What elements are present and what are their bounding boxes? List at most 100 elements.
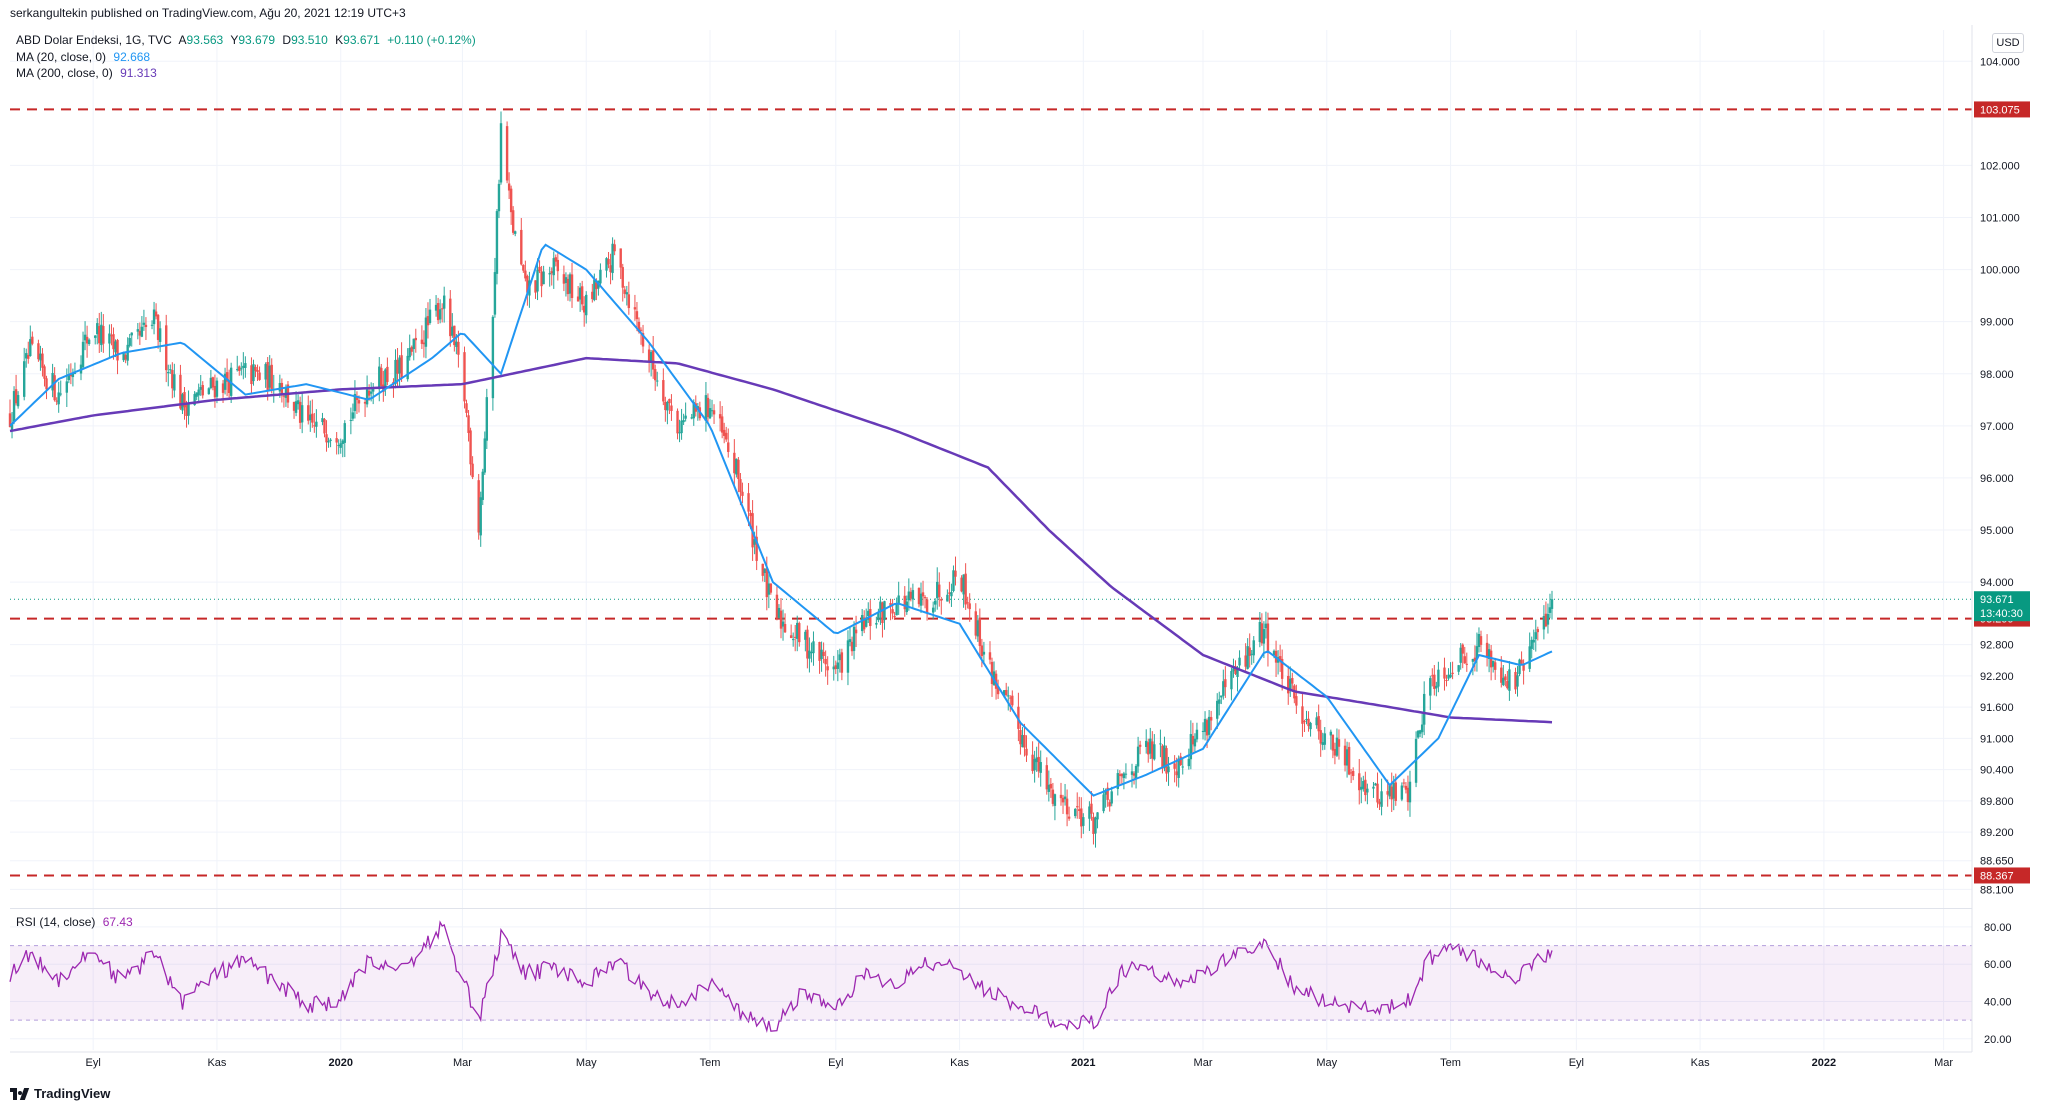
- ma20-label: MA (20, close, 0): [16, 50, 107, 64]
- candle-body: [755, 536, 758, 561]
- candle-body: [568, 274, 572, 294]
- candle-body: [1500, 667, 1503, 683]
- candle-body: [1232, 668, 1235, 672]
- candle-body: [491, 316, 495, 399]
- candle-body: [946, 594, 949, 602]
- candle-body: [195, 392, 198, 397]
- candle-body: [1106, 787, 1109, 800]
- ma200-legend[interactable]: MA (200, close, 0) 91.313: [16, 66, 161, 80]
- candle-body: [499, 123, 503, 183]
- candle-body: [550, 271, 553, 274]
- candle-body: [1392, 782, 1395, 799]
- time-tick-label: May: [1316, 1057, 1337, 1069]
- candle-body: [1394, 782, 1397, 801]
- candle-body: [1376, 783, 1379, 803]
- candle-body: [1463, 656, 1466, 664]
- candle-body: [207, 388, 211, 395]
- candle-body: [1094, 817, 1097, 834]
- candle-body: [1358, 773, 1361, 791]
- candle-body: [511, 210, 515, 233]
- candle-body: [1536, 629, 1540, 633]
- candle-body: [493, 272, 497, 315]
- candle-body: [406, 355, 409, 380]
- candle-body: [966, 602, 969, 604]
- candle-body: [167, 371, 170, 374]
- candle-body: [1224, 679, 1227, 688]
- price-tick-label: 90.400: [1980, 765, 2014, 777]
- candle-body: [112, 334, 115, 350]
- candle-body: [201, 385, 204, 396]
- candle-body: [1465, 663, 1468, 665]
- candle-body: [1110, 791, 1113, 804]
- candle-body: [1349, 772, 1353, 774]
- candle-body: [852, 626, 856, 651]
- candle-body: [209, 377, 213, 389]
- currency-button[interactable]: USD: [1992, 33, 2024, 53]
- candle-body: [1437, 669, 1440, 687]
- candle-body: [25, 353, 28, 359]
- candle-body: [455, 341, 458, 347]
- candle-body: [619, 248, 622, 268]
- candle-body: [818, 642, 821, 661]
- symbol-legend[interactable]: ABD Dolar Endeksi, 1G, TVC A93.563 Y93.6…: [16, 33, 480, 47]
- candle-body: [414, 337, 417, 341]
- ohlc-close: K93.671: [335, 33, 380, 47]
- candle-body: [925, 599, 929, 614]
- candle-body: [73, 373, 77, 375]
- candle-body: [1246, 646, 1249, 669]
- candle-body: [846, 640, 850, 673]
- candle-body: [538, 266, 541, 272]
- candle-body: [769, 583, 773, 593]
- candle-body: [453, 325, 456, 346]
- candle-body: [138, 330, 142, 336]
- candle-body: [371, 387, 375, 392]
- candle-body: [485, 397, 489, 441]
- ma20-legend[interactable]: MA (20, close, 0) 92.668: [16, 50, 154, 64]
- candle-body: [1546, 613, 1550, 625]
- candle-body: [1005, 689, 1008, 696]
- candle-body: [223, 373, 227, 390]
- candle-body: [298, 401, 302, 423]
- candle-body: [923, 597, 927, 599]
- candle-body: [426, 316, 430, 326]
- tradingview-logo[interactable]: TradingView: [10, 1086, 110, 1101]
- candle-body: [763, 569, 766, 574]
- rsi-legend[interactable]: RSI (14, close) 67.43: [16, 915, 137, 929]
- candle-body: [114, 341, 117, 353]
- ma200-line: [9, 356, 1553, 724]
- price-tick-label: 101.000: [1980, 213, 2020, 225]
- candle-body: [727, 442, 730, 452]
- candle-body: [150, 324, 154, 326]
- candle-body: [948, 592, 951, 594]
- candle-body: [311, 413, 314, 423]
- candle-body: [1435, 685, 1438, 689]
- candle-body: [996, 687, 1000, 695]
- candle-body: [848, 639, 852, 643]
- candle-body: [666, 401, 669, 411]
- price-axis-labels[interactable]: 104.000 102.000 101.000 100.000 99.000 98.000…: [1974, 56, 2030, 1046]
- candle-body: [1366, 788, 1369, 793]
- candle-body: [1025, 748, 1028, 756]
- candle-body: [1011, 695, 1014, 706]
- time-axis-labels[interactable]: Eyl Kas 2020 Mar May Tem Eyl Kas 2021 Mar May Tem Ey…: [86, 1057, 1954, 1069]
- candle-body: [514, 231, 517, 234]
- candle-body: [1390, 786, 1393, 800]
- candle-body: [81, 341, 85, 368]
- candle-body: [469, 430, 472, 465]
- candle-body: [822, 651, 825, 656]
- candle-body: [1278, 656, 1282, 661]
- ma20-line: [9, 243, 1553, 797]
- candle-body: [1059, 794, 1063, 799]
- candle-body: [840, 652, 844, 673]
- candle-body: [1508, 669, 1511, 691]
- candle-body: [812, 641, 815, 654]
- candle-body: [936, 581, 939, 599]
- candle-body: [434, 304, 438, 311]
- candle-body: [1364, 779, 1367, 796]
- candle-body: [737, 459, 740, 480]
- candle-body: [739, 479, 742, 493]
- candle-body: [292, 401, 296, 411]
- candle-body: [1451, 672, 1454, 674]
- candle-body: [633, 307, 637, 310]
